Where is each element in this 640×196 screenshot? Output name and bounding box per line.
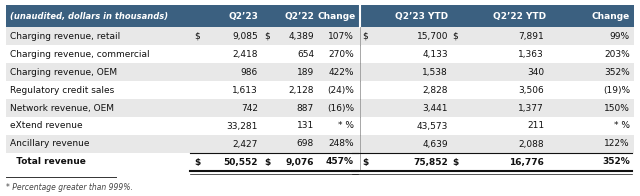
Bar — [6, 135, 634, 153]
Text: eXtend revenue: eXtend revenue — [10, 122, 83, 131]
Text: $: $ — [452, 32, 458, 41]
Text: 122%: 122% — [604, 140, 630, 149]
Text: Charging revenue, commercial: Charging revenue, commercial — [10, 50, 150, 58]
Text: 4,639: 4,639 — [422, 140, 448, 149]
Text: 1,538: 1,538 — [422, 67, 448, 76]
Bar — [6, 81, 634, 99]
Text: 9,085: 9,085 — [232, 32, 258, 41]
Text: Q2’22 YTD: Q2’22 YTD — [493, 12, 546, 21]
Text: 3,441: 3,441 — [422, 103, 448, 113]
Text: 352%: 352% — [604, 67, 630, 76]
Text: 16,776: 16,776 — [509, 158, 544, 166]
Text: 15,700: 15,700 — [417, 32, 448, 41]
Text: Q2’23 YTD: Q2’23 YTD — [395, 12, 448, 21]
Text: 107%: 107% — [328, 32, 354, 41]
Bar — [6, 117, 634, 135]
Text: $: $ — [264, 32, 269, 41]
Text: $: $ — [362, 158, 368, 166]
Text: 75,852: 75,852 — [413, 158, 448, 166]
Text: 248%: 248% — [328, 140, 354, 149]
Text: 1,363: 1,363 — [518, 50, 544, 58]
Text: Change: Change — [317, 12, 356, 21]
Text: 203%: 203% — [604, 50, 630, 58]
Text: Total revenue: Total revenue — [10, 158, 86, 166]
Text: 99%: 99% — [610, 32, 630, 41]
Text: 3,506: 3,506 — [518, 85, 544, 94]
Text: $: $ — [362, 32, 368, 41]
Text: 2,828: 2,828 — [422, 85, 448, 94]
Text: 457%: 457% — [326, 158, 354, 166]
Text: Change: Change — [592, 12, 630, 21]
Bar — [6, 5, 634, 27]
Text: (16)%: (16)% — [327, 103, 354, 113]
Text: (unaudited, dollars in thousands): (unaudited, dollars in thousands) — [10, 12, 168, 21]
Bar — [6, 45, 634, 63]
Bar — [6, 153, 634, 171]
Text: 2,418: 2,418 — [232, 50, 258, 58]
Text: 9,076: 9,076 — [285, 158, 314, 166]
Bar — [6, 27, 634, 45]
Text: 270%: 270% — [328, 50, 354, 58]
Text: 4,389: 4,389 — [289, 32, 314, 41]
Text: (19)%: (19)% — [603, 85, 630, 94]
Text: 1,377: 1,377 — [518, 103, 544, 113]
Text: 742: 742 — [241, 103, 258, 113]
Text: 150%: 150% — [604, 103, 630, 113]
Text: Q2’23: Q2’23 — [228, 12, 258, 21]
Text: $: $ — [264, 158, 270, 166]
Text: 189: 189 — [297, 67, 314, 76]
Text: 2,088: 2,088 — [518, 140, 544, 149]
Text: 352%: 352% — [602, 158, 630, 166]
Text: Q2’22: Q2’22 — [284, 12, 314, 21]
Text: 50,552: 50,552 — [223, 158, 258, 166]
Text: 43,573: 43,573 — [417, 122, 448, 131]
Text: 986: 986 — [241, 67, 258, 76]
Text: 340: 340 — [527, 67, 544, 76]
Text: (24)%: (24)% — [327, 85, 354, 94]
Text: 698: 698 — [297, 140, 314, 149]
Text: 4,133: 4,133 — [422, 50, 448, 58]
Text: 2,427: 2,427 — [232, 140, 258, 149]
Text: 1,613: 1,613 — [232, 85, 258, 94]
Text: $: $ — [452, 158, 458, 166]
Text: Network revenue, OEM: Network revenue, OEM — [10, 103, 114, 113]
Text: 887: 887 — [297, 103, 314, 113]
Text: 422%: 422% — [328, 67, 354, 76]
Text: * %: * % — [338, 122, 354, 131]
Text: Charging revenue, retail: Charging revenue, retail — [10, 32, 120, 41]
Bar — [6, 63, 634, 81]
Text: Ancillary revenue: Ancillary revenue — [10, 140, 90, 149]
Text: $: $ — [194, 32, 200, 41]
Text: 654: 654 — [297, 50, 314, 58]
Text: 33,281: 33,281 — [227, 122, 258, 131]
Bar — [6, 99, 634, 117]
Text: Regulatory credit sales: Regulatory credit sales — [10, 85, 115, 94]
Text: * Percentage greater than 999%.: * Percentage greater than 999%. — [6, 182, 133, 191]
Text: * %: * % — [614, 122, 630, 131]
Text: 7,891: 7,891 — [518, 32, 544, 41]
Text: 211: 211 — [527, 122, 544, 131]
Text: 2,128: 2,128 — [289, 85, 314, 94]
Text: Charging revenue, OEM: Charging revenue, OEM — [10, 67, 117, 76]
Text: 131: 131 — [297, 122, 314, 131]
Text: $: $ — [194, 158, 200, 166]
